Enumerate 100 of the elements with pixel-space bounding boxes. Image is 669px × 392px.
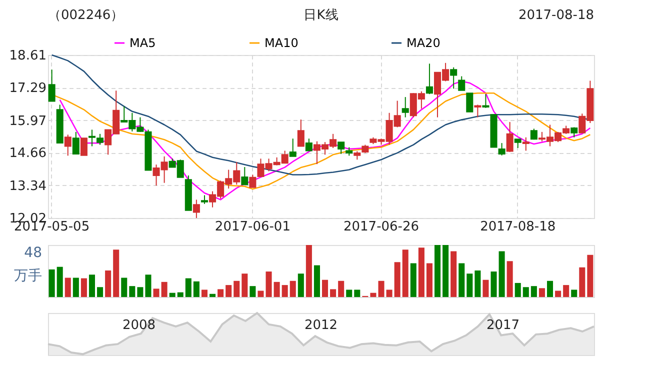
bar [290,280,296,297]
x-tick-label: 2017-06-26 [343,220,420,234]
annotation: 2012 [304,318,338,333]
candlestick [72,131,80,154]
bar [450,251,457,297]
bar [266,272,272,297]
candlestick [506,122,514,152]
candlestick [466,92,474,112]
annotation: 2017 [486,318,520,333]
bar [274,282,280,297]
y-tick-label: 15.97 [9,114,46,129]
bar [129,286,136,297]
bar [282,285,288,297]
bar [426,263,432,297]
candlestick [289,138,296,157]
candlestick [570,126,578,138]
candlestick [474,104,482,118]
bar [514,282,521,297]
candlestick [338,142,345,154]
bar [394,262,400,297]
candlestick [522,136,530,152]
bar [298,274,304,297]
bar [88,274,96,297]
bar [113,250,120,297]
candlestick [192,199,200,218]
bar [226,285,232,297]
bar [418,248,424,297]
bar [442,245,449,297]
candlestick [48,69,56,102]
bar [538,288,545,297]
y-tick-label: 13.34 [9,178,46,194]
candlestick [426,63,433,95]
bar [322,280,328,297]
bar [474,270,481,297]
bar [466,274,473,297]
bar [153,288,160,297]
bar [579,267,586,297]
bar [555,290,562,297]
bar [161,282,168,297]
bar [314,265,320,297]
x-tick-label: 2017-08-18 [480,220,556,234]
candlestick [450,66,458,90]
bar [402,250,408,297]
bar [563,285,570,297]
text: 48 [24,245,42,261]
bar [506,261,513,297]
candlestick [249,174,256,188]
bar [338,280,344,297]
bar [258,290,264,297]
bar [346,290,352,297]
bar [137,287,144,297]
legend-label: MA5 [130,36,156,50]
y-tick-label: 17.29 [9,81,46,96]
bar [546,280,554,297]
bar [234,280,240,297]
annotation: 2008 [122,318,156,333]
bar [370,292,376,297]
legend-label: MA10 [264,36,298,50]
candlestick [80,138,88,156]
bar [48,269,55,297]
bar [498,251,505,297]
candlestick [297,119,304,147]
bar [169,292,176,297]
legend-label: MA20 [406,36,440,50]
y-tick-label: 18.61 [9,48,46,64]
y-axis-title: 万手 [14,268,42,284]
bar [72,278,79,297]
bar [64,278,71,297]
bar [482,280,489,297]
bar [56,266,63,297]
candlestick [482,94,490,108]
bar [410,263,416,297]
candlestick [458,76,466,91]
candlestick [402,96,409,118]
candlestick [241,166,248,186]
bar [145,274,152,297]
bar [185,278,192,297]
candlestick [498,142,506,156]
bar [490,272,497,297]
bar [177,292,184,297]
x-tick-label: 2017-06-01 [214,220,290,234]
bar [378,280,384,297]
bar [587,254,594,297]
bar [201,290,208,297]
bar [193,281,200,297]
y-tick-label: 14.66 [9,146,46,162]
bar [458,263,465,297]
bar [105,270,112,297]
bar [80,278,87,297]
bar [354,290,360,297]
bar [121,278,128,297]
chart-subtitle: 日K线 [304,8,338,23]
chart-title: （002246） [48,8,124,23]
bar [97,287,104,297]
bar [571,290,578,297]
bar [242,274,248,297]
bar [306,245,312,297]
bar [386,290,392,297]
bar [434,245,441,297]
bar [522,287,529,297]
